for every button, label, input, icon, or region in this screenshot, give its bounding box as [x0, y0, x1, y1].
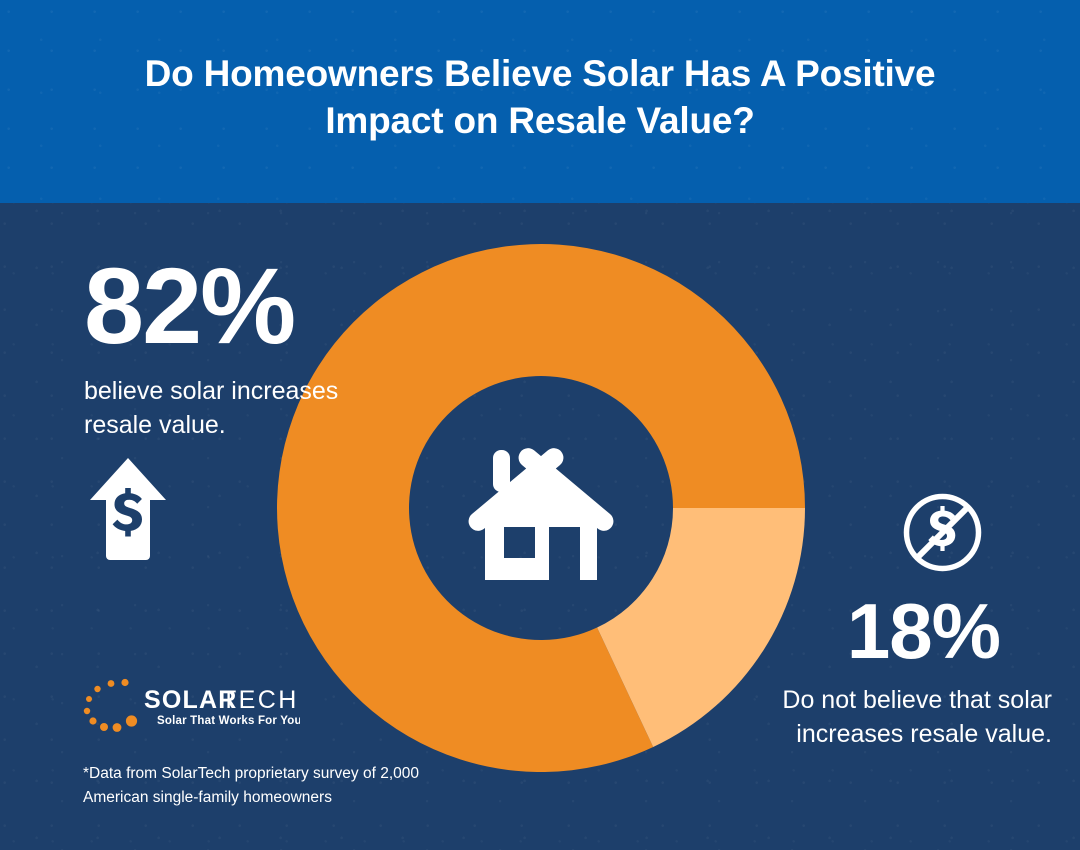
left-stat-caption-line-1: believe solar increases: [84, 377, 339, 405]
donut-chart-svg: [277, 244, 805, 772]
left-stat-block: 82% believe solar increases resale value…: [84, 252, 414, 442]
logo-name-light: TECH: [221, 686, 299, 714]
header-banner: Do Homeowners Believe Solar Has A Positi…: [0, 0, 1080, 203]
donut-chart: [277, 244, 805, 772]
page-title-line-2: Impact on Resale Value?: [325, 100, 755, 142]
logo-name-bold: SOLAR: [144, 686, 238, 714]
page-title-line-1: Do Homeowners Believe Solar Has A Positi…: [144, 53, 936, 94]
right-stat-block: 18% Do not believe that solar increases …: [632, 592, 1052, 751]
logo-sun-dots: [83, 678, 138, 732]
left-stat-caption-line-2: resale value.: [84, 410, 226, 439]
left-stat-percent: 82%: [84, 245, 296, 366]
page-title: Do Homeowners Believe Solar Has A Positi…: [90, 50, 990, 145]
no-dollar-icon: [903, 493, 982, 572]
footnote: *Data from SolarTech proprietary survey …: [83, 762, 503, 810]
footnote-line-2: American single-family homeowners: [83, 789, 332, 807]
right-stat-caption: Do not believe that solar increases resa…: [632, 684, 1052, 751]
house-icon: [468, 448, 614, 580]
dollar-up-arrow-icon: [90, 458, 166, 560]
right-stat-caption-line-2: increases resale value.: [796, 719, 1052, 748]
donut-slice-do-not-believe: [597, 508, 805, 747]
right-stat-percent: 18%: [846, 587, 1001, 675]
logo: SOLAR TECH Solar That Works For You™: [83, 678, 300, 732]
donut-slice-believe: [277, 244, 805, 772]
right-stat-caption-line-1: Do not believe that solar: [782, 686, 1052, 714]
footnote-line-1: *Data from SolarTech proprietary survey …: [83, 765, 419, 782]
logo-tagline: Solar That Works For You™: [157, 715, 300, 727]
left-stat-caption: believe solar increases resale value.: [84, 375, 414, 442]
